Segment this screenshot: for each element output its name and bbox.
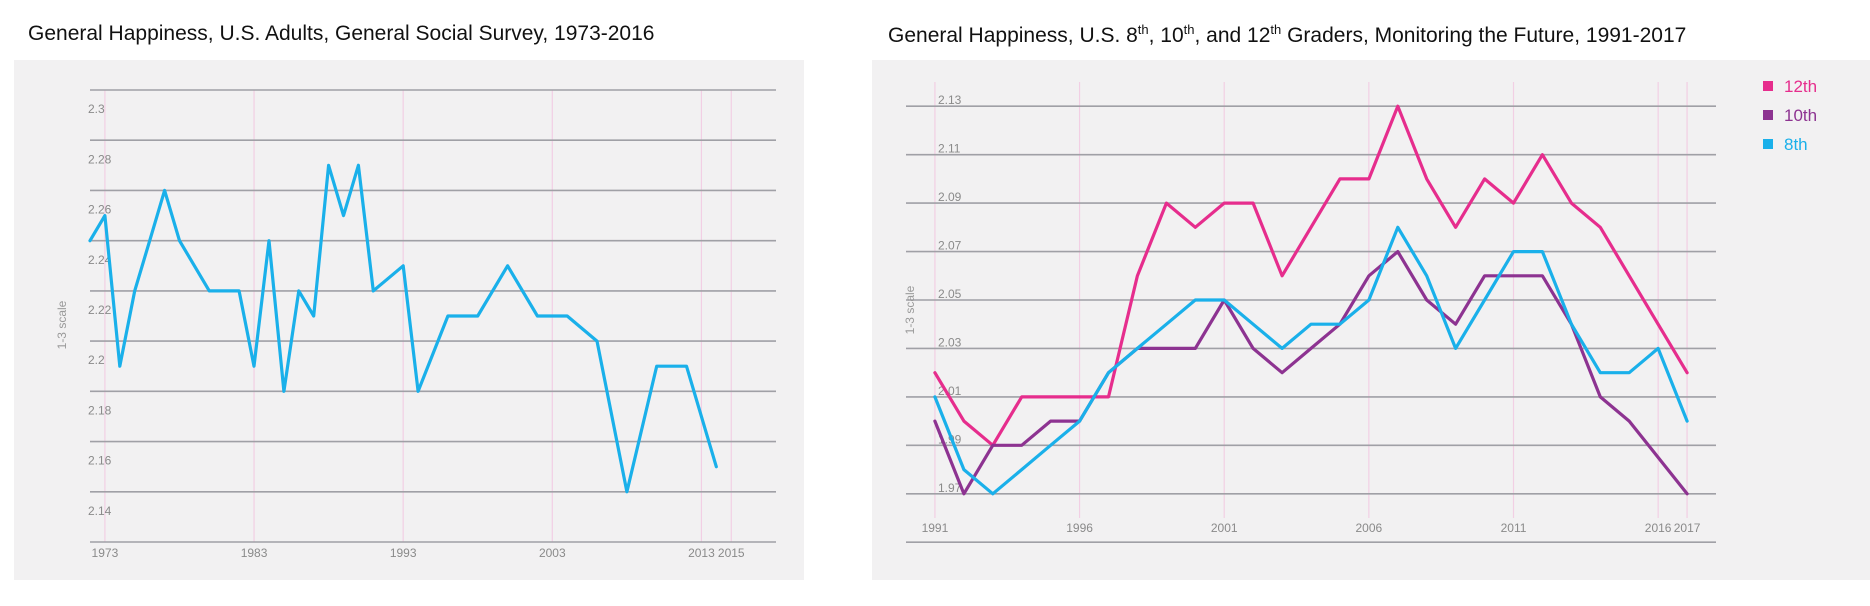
x-tick-label: 2011 [1501,521,1527,535]
title-part: , and 12 [1194,24,1271,47]
title-part: General Happiness, U.S. 8 [888,24,1138,47]
series-line-adults [88,163,718,494]
x-tick-label: 1983 [241,546,268,560]
x-tick-label: 1991 [922,521,949,535]
series-line-8th [933,225,1689,496]
legend-swatch [1763,139,1773,149]
legend-swatch [1763,81,1773,91]
y-tick-label: 2.24 [88,253,112,267]
y-tick-label: 2.2 [88,353,105,367]
y-tick-label: 2.05 [938,287,962,301]
x-tick-label: 1993 [390,546,417,560]
x-tick-label: 2017 [1674,521,1701,535]
legend-label: 8th [1784,135,1808,154]
y-tick-label: 2.14 [88,504,112,518]
y-tick-label: 2.28 [88,152,112,166]
title-sup: th [1270,22,1282,37]
y-tick-label: 2.13 [938,93,962,107]
left-chart-title: General Happiness, U.S. Adults, General … [28,22,655,45]
title-sup: th [1137,22,1149,37]
title-part: , 10 [1148,24,1184,47]
right-chart-panel [872,60,1870,580]
y-tick-label: 2.22 [88,303,112,317]
x-tick-label: 2015 [718,546,745,560]
right-chart: 2.132.112.092.072.052.032.011.991.971991… [903,77,1817,544]
x-tick-label: 1973 [92,546,119,560]
y-tick-label: 2.26 [88,203,112,217]
x-tick-label: 2006 [1356,521,1383,535]
y-tick-label: 2.11 [938,142,961,156]
x-tick-label: 2003 [539,546,566,560]
series-line-10th [933,250,1689,496]
legend-label: 12th [1784,77,1817,96]
title-sup: th [1183,22,1195,37]
y-tick-label: 2.03 [938,335,962,349]
x-tick-label: 2016 [1645,521,1672,535]
right-chart-title: General Happiness, U.S. 8th, 10th, and 1… [888,22,1686,48]
title-part: Graders, Monitoring the Future, 1991-201… [1281,24,1687,47]
y-tick-label: 1.97 [938,481,962,495]
y-axis-title: 1-3 scale [903,285,917,334]
x-tick-label: 1996 [1066,521,1093,535]
x-tick-label: 2013 [688,546,715,560]
y-tick-label: 2.07 [938,239,962,253]
legend-label: 10th [1784,106,1817,125]
y-tick-label: 2.3 [88,102,105,116]
left-chart: 2.3 2.28 2.26 2.24 2.22 2.2 2.18 2.16 2.14 1973 19… [55,89,776,560]
legend-swatch [1763,110,1773,120]
series-line-12th [933,104,1689,447]
x-tick-label: 2001 [1211,521,1238,535]
y-tick-label: 2.18 [88,403,112,417]
y-tick-label: 2.16 [88,454,112,468]
y-axis-title: 1-3 scale [55,300,69,349]
y-tick-label: 2.09 [938,190,962,204]
